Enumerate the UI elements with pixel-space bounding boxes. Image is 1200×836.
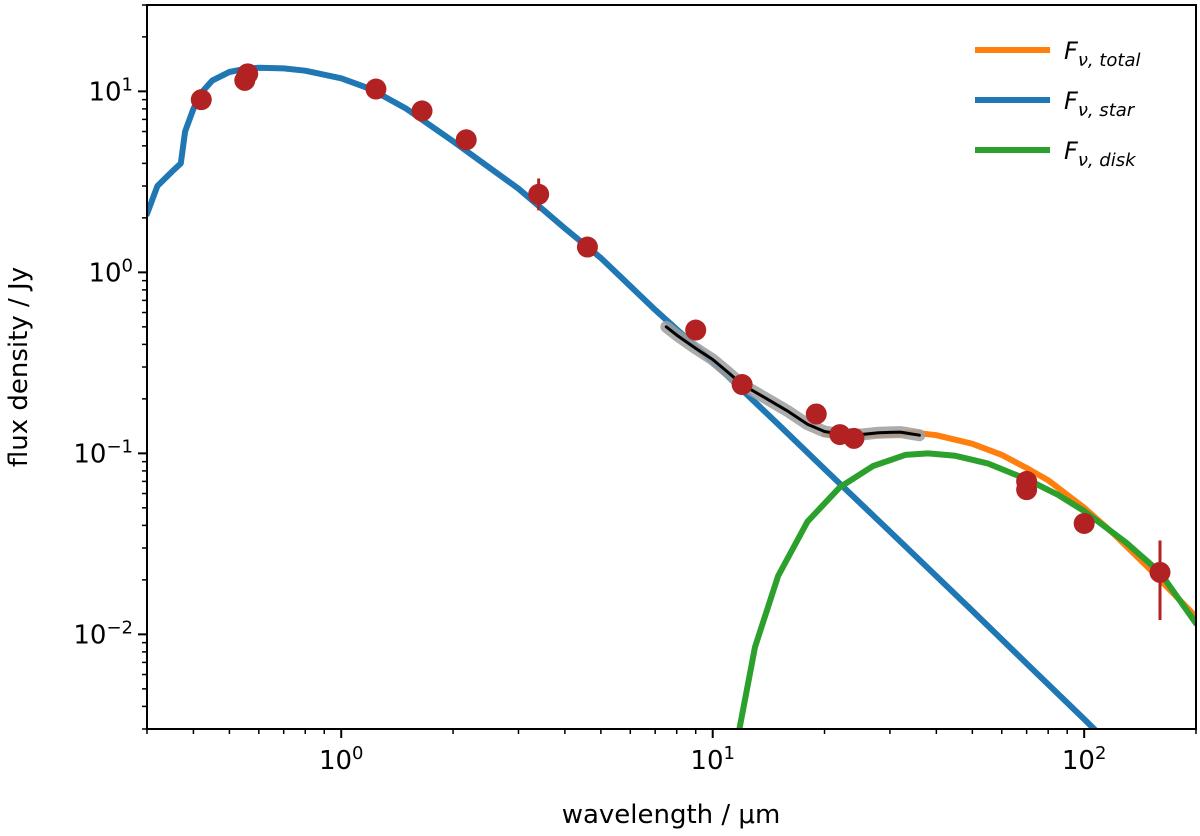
photometry-point-3	[365, 78, 387, 100]
photometry-point-6	[528, 183, 550, 205]
photometry-point-9	[731, 374, 753, 396]
photometry-point-14	[1016, 479, 1038, 501]
photometry-point-12	[843, 427, 865, 449]
photometry-point-8	[685, 319, 707, 341]
photometry-point-16	[1149, 561, 1171, 583]
photometry-point-5	[455, 129, 477, 151]
y-axis-label: flux density / Jy	[4, 267, 34, 467]
series-line-2	[736, 450, 1196, 729]
photometry-point-7	[576, 236, 598, 258]
series-line-3	[664, 325, 921, 437]
x-tick-label-0: 100	[319, 743, 364, 776]
points-layer	[190, 63, 1171, 621]
photometry-point-4	[411, 100, 433, 122]
photometry-point-15	[1073, 512, 1095, 534]
series-line-1	[147, 64, 1099, 729]
photometry-point-2	[237, 63, 259, 85]
photometry-point-10	[805, 403, 827, 425]
photometry-point-0	[190, 89, 212, 111]
series-layer	[147, 64, 1196, 729]
x-axis-label: wavelength / μm	[562, 800, 781, 830]
